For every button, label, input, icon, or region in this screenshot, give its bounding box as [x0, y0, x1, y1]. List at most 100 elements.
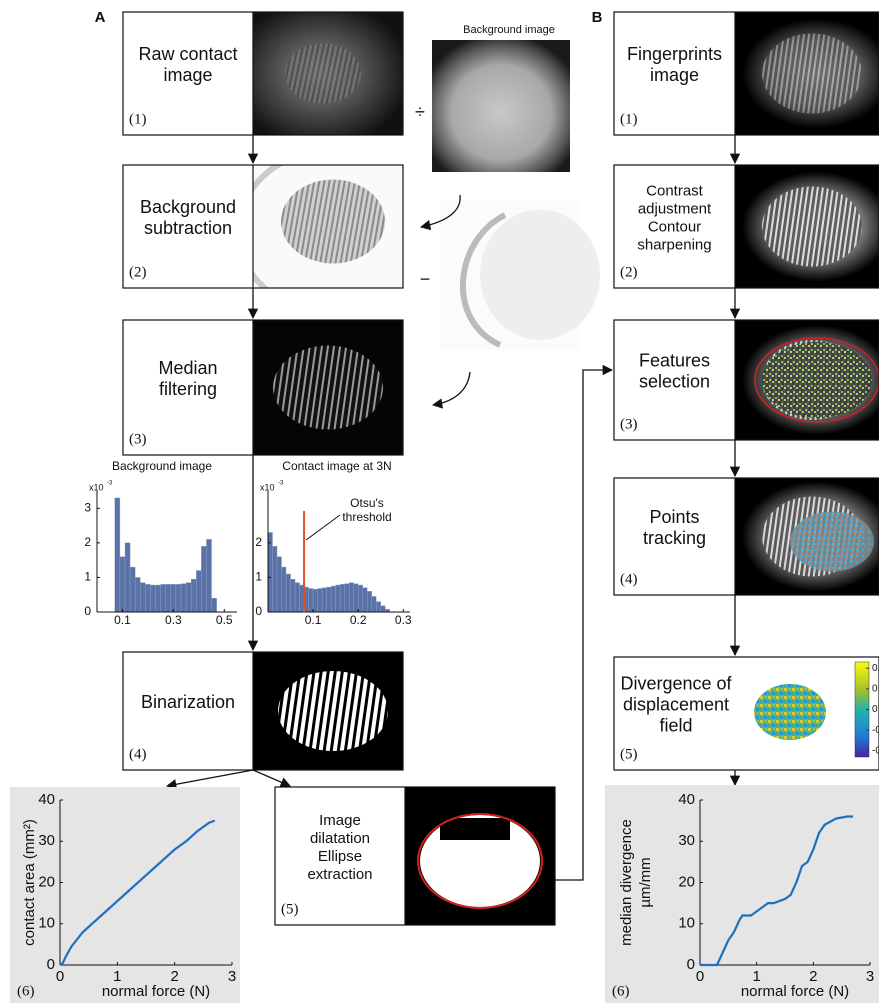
- x-tick-label: 0.5: [216, 613, 233, 627]
- colorbar-tick-label: -0.2: [872, 745, 879, 756]
- fingerprint: [285, 44, 361, 104]
- axis-exponent: -3: [107, 481, 113, 487]
- panel-label: B: [592, 9, 603, 26]
- step-number: (5): [620, 746, 638, 762]
- divergence-map: [754, 684, 826, 740]
- histogram-bar: [349, 583, 354, 612]
- x-tick-label: 0.2: [350, 613, 367, 627]
- step-text: Background: [140, 197, 236, 217]
- step-number: (2): [129, 264, 147, 280]
- panel-label: A: [95, 9, 106, 26]
- x-tick-label: 3: [866, 968, 874, 985]
- histogram-bar: [176, 584, 181, 612]
- step-image: [735, 12, 879, 135]
- step-image: [253, 652, 403, 770]
- y-tick-label: 3: [84, 500, 91, 514]
- histogram-bar: [372, 596, 377, 612]
- image-content: [253, 320, 403, 455]
- image-content: [735, 320, 879, 440]
- histogram-bar: [196, 571, 201, 612]
- step-text: extraction: [307, 866, 372, 883]
- step-text: field: [659, 715, 692, 735]
- histogram-bar: [166, 584, 171, 612]
- y-tick-label: 40: [678, 791, 695, 808]
- histogram-bar: [336, 585, 341, 612]
- step-text: Image: [319, 812, 361, 829]
- histogram-bar: [345, 584, 350, 612]
- step-number: (3): [620, 416, 638, 432]
- y-tick-label: 0: [255, 604, 262, 618]
- step-text: subtraction: [144, 218, 232, 238]
- histogram-bar: [186, 583, 191, 612]
- y-axis-label: µm/mm: [637, 857, 654, 907]
- histogram-bar: [161, 584, 166, 612]
- step-image: [253, 320, 403, 455]
- histogram-bar: [318, 588, 323, 612]
- colorbar-tick-label: 0.1: [872, 683, 879, 694]
- histogram-bar: [282, 567, 287, 612]
- leader: [306, 515, 340, 540]
- histogram-bar: [340, 584, 345, 612]
- step-text: adjustment: [638, 200, 712, 217]
- y-tick-label: 2: [84, 535, 91, 549]
- y-axis-label: median divergence: [618, 819, 635, 946]
- y-tick-label: 20: [38, 873, 55, 890]
- y-tick-label: 10: [38, 915, 55, 932]
- x-axis-label: normal force (N): [741, 983, 849, 1000]
- histogram-bar: [206, 539, 211, 612]
- step-text: Points: [649, 507, 699, 527]
- histogram-bar: [120, 557, 125, 612]
- histogram-title: Contact image at 3N: [282, 459, 391, 473]
- histogram-bar: [363, 588, 368, 612]
- step-text: dilatation: [310, 830, 370, 847]
- x-tick-label: 0.3: [165, 613, 182, 627]
- fingerprint: [762, 187, 862, 267]
- step-text: Divergence of: [620, 673, 732, 693]
- histogram-bar: [150, 585, 155, 612]
- histogram-bar: [181, 584, 186, 612]
- threshold-label: Otsu's: [350, 496, 384, 510]
- fingerprint: [281, 180, 385, 264]
- image-content: [735, 478, 879, 595]
- axis-exponent: -3: [278, 481, 284, 487]
- histogram-bar: [171, 584, 176, 612]
- histogram-bar: [201, 546, 206, 612]
- step-text: Contrast: [646, 182, 704, 199]
- step-text: Raw contact: [138, 44, 237, 64]
- threshold-label: threshold: [342, 510, 391, 524]
- histogram-bar: [331, 586, 336, 612]
- step-text: Binarization: [141, 692, 235, 712]
- fingerprint: [273, 346, 383, 430]
- step-text: Features: [639, 350, 710, 370]
- axis-multiplier: x10: [260, 482, 275, 492]
- histogram-bar: [135, 577, 140, 612]
- histogram-bar: [354, 584, 359, 612]
- histogram-bar: [125, 543, 130, 612]
- y-tick-label: 30: [678, 832, 695, 849]
- histogram-bar: [145, 584, 150, 612]
- step-image: [735, 478, 879, 595]
- x-tick-label: 0.3: [395, 613, 412, 627]
- image-caption: Background image: [463, 24, 555, 36]
- y-tick-label: 2: [255, 535, 262, 549]
- histogram-title: Background image: [112, 459, 212, 473]
- step-text: tracking: [643, 528, 706, 548]
- arrow: [253, 770, 290, 786]
- y-tick-label: 20: [678, 873, 695, 890]
- step-text: Median: [158, 358, 217, 378]
- step-number: (5): [281, 901, 299, 917]
- y-tick-label: 10: [678, 915, 695, 932]
- y-tick-label: 40: [38, 791, 55, 808]
- histogram-bar: [277, 557, 282, 612]
- step-image: [735, 165, 879, 288]
- step-number: (6): [17, 983, 35, 999]
- step-text: selection: [639, 371, 710, 391]
- y-tick-label: 1: [84, 570, 91, 584]
- image-content: [253, 652, 403, 770]
- step-number: (4): [129, 746, 147, 762]
- step-image: [238, 147, 448, 317]
- image-content: [405, 787, 555, 925]
- step-text: displacement: [623, 694, 729, 714]
- step-number: (6): [612, 983, 630, 999]
- histogram-bar: [376, 602, 381, 612]
